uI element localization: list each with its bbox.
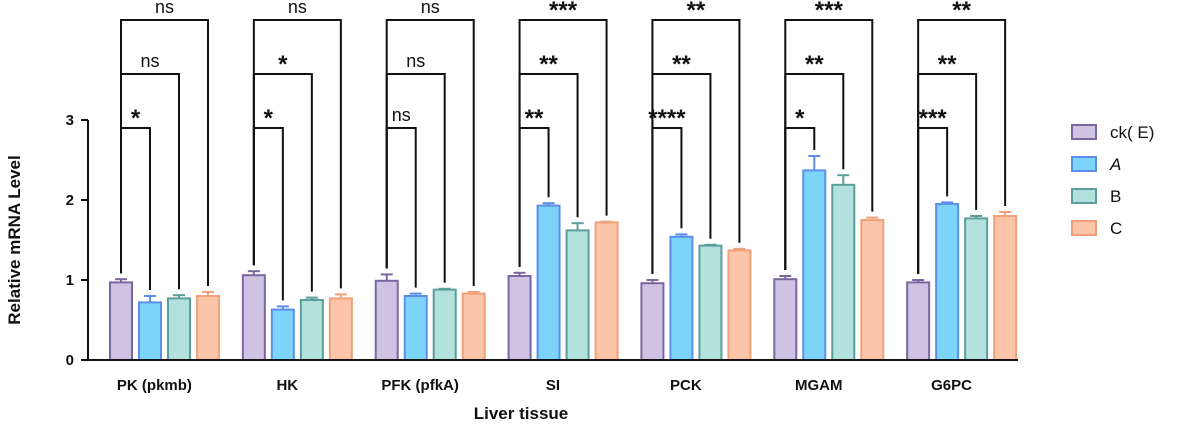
bar xyxy=(403,295,428,361)
x-tick-label: PK (pkmb) xyxy=(117,377,192,394)
bar xyxy=(241,274,266,362)
significance-label: ns xyxy=(140,51,159,71)
legend-label: B xyxy=(1110,187,1121,206)
bar xyxy=(669,235,694,361)
y-axis-title: Relative mRNA Level xyxy=(5,155,24,324)
significance-label: *** xyxy=(919,105,948,132)
significance-label: ns xyxy=(421,0,440,17)
bar xyxy=(270,308,295,362)
y-tick-label: 3 xyxy=(66,112,74,129)
bar xyxy=(906,281,931,361)
y-tick-label: 0 xyxy=(66,352,74,369)
significance-label: * xyxy=(795,105,805,132)
significance-bracket xyxy=(120,127,151,290)
legend-swatch xyxy=(1071,156,1097,172)
significance-brackets: *nsns**nsnsnsns*************************… xyxy=(120,0,1007,301)
bar xyxy=(138,301,162,361)
significance-label: ** xyxy=(938,51,957,78)
significance-label: * xyxy=(278,51,288,78)
y-tick-label: 1 xyxy=(66,272,74,289)
axes: 0 1 2 3 PK (pkmb) HK PFK (pfkA) SI PCK MGAM G6PC xyxy=(66,112,1018,394)
bar xyxy=(461,292,486,362)
bar xyxy=(196,295,220,361)
bar xyxy=(860,219,885,361)
x-tick-label: G6PC xyxy=(931,377,972,394)
significance-label: ** xyxy=(952,0,971,24)
bar xyxy=(727,249,752,361)
x-tick-label: PFK (pfkA) xyxy=(381,377,459,394)
significance-bracket xyxy=(385,127,417,288)
significance-label: ** xyxy=(687,0,706,24)
significance-label: ** xyxy=(805,51,824,78)
x-tick-label: SI xyxy=(546,377,560,394)
legend-label: A xyxy=(1109,155,1121,174)
bar xyxy=(328,297,353,361)
x-tick-label: MGAM xyxy=(795,377,843,394)
significance-label: * xyxy=(131,105,141,132)
significance-bracket xyxy=(651,19,741,274)
bar xyxy=(993,215,1018,361)
bar xyxy=(167,297,191,361)
legend: ck( E) ABC xyxy=(1071,123,1154,238)
bar xyxy=(565,229,590,361)
bar xyxy=(507,275,532,361)
significance-label: *** xyxy=(549,0,578,24)
legend-swatch xyxy=(1071,220,1097,236)
bar xyxy=(299,299,324,361)
significance-label: *** xyxy=(815,0,844,24)
bar xyxy=(831,183,856,361)
bar xyxy=(374,279,399,361)
y-tick-label: 2 xyxy=(66,192,74,209)
bar xyxy=(935,203,960,361)
significance-label: * xyxy=(264,105,274,132)
significance-bracket xyxy=(917,19,1007,274)
bar xyxy=(109,281,133,361)
legend-label: C xyxy=(1110,219,1122,238)
significance-label: ns xyxy=(288,0,307,17)
significance-bracket xyxy=(784,19,874,270)
plot-area xyxy=(109,155,1018,362)
bar xyxy=(698,244,723,362)
significance-label: ns xyxy=(392,105,411,125)
bar xyxy=(594,221,619,361)
significance-label: ns xyxy=(155,0,174,17)
x-tick-label: PCK xyxy=(670,377,702,394)
significance-label: **** xyxy=(648,105,686,132)
significance-bracket xyxy=(385,19,475,286)
significance-label: ** xyxy=(539,51,558,78)
legend-label: ck( E) xyxy=(1110,123,1154,142)
bar xyxy=(964,217,989,361)
significance-label: ** xyxy=(525,105,544,132)
bar xyxy=(432,288,457,362)
significance-bracket xyxy=(518,19,608,267)
x-tick-label: HK xyxy=(276,377,298,394)
legend-swatch xyxy=(1071,124,1097,140)
x-axis-title: Liver tissue xyxy=(474,404,569,423)
bar xyxy=(773,278,798,362)
bar xyxy=(536,204,561,361)
significance-bracket xyxy=(120,19,209,286)
significance-bracket xyxy=(252,19,342,289)
legend-swatch xyxy=(1071,188,1097,204)
significance-label: ns xyxy=(406,51,425,71)
bar xyxy=(802,169,827,361)
bar xyxy=(640,282,665,362)
significance-label: ** xyxy=(672,51,691,78)
